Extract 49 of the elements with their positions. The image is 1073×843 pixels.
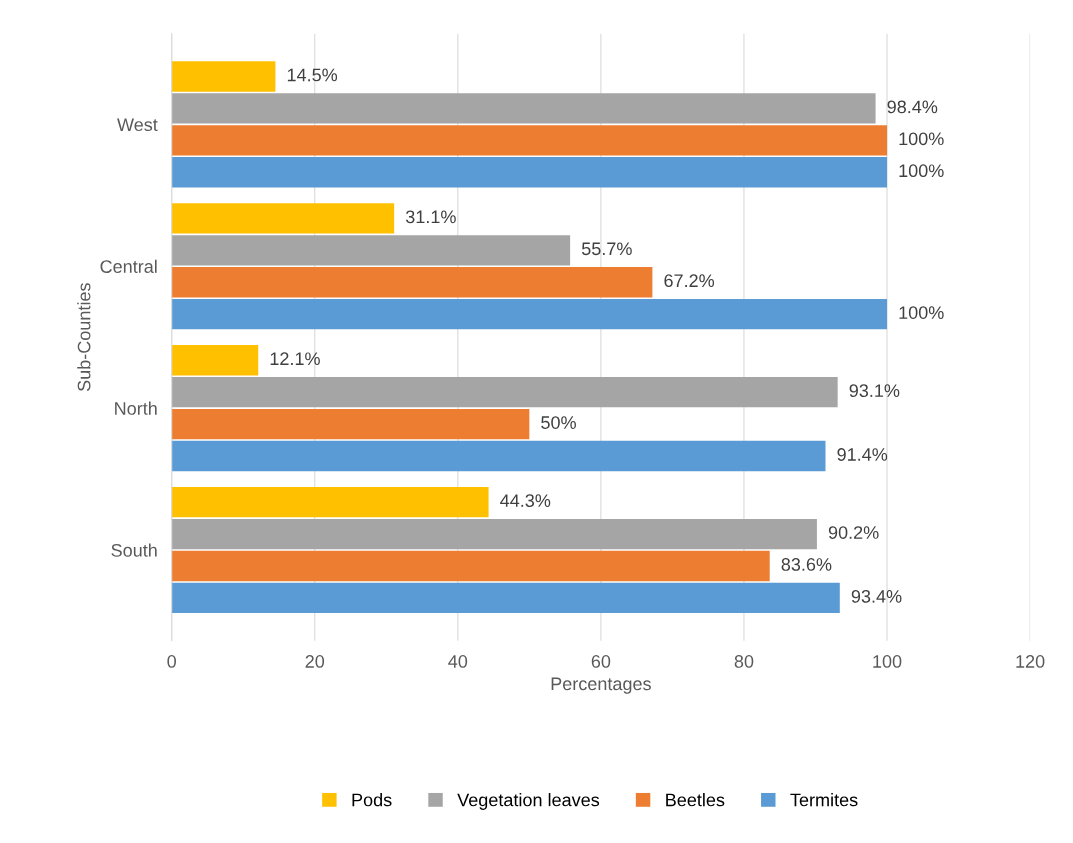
data-label: 83.6% [781,558,832,571]
data-label: 44.3% [500,494,551,507]
data-label: 50% [541,416,576,429]
legend-label: Vegetation leaves [457,793,600,810]
bar [171,377,838,408]
data-label: 100% [899,132,944,146]
x-tick-label: 0 [167,655,176,668]
x-tick-label: 20 [305,655,325,668]
bar [171,61,276,92]
y-axis-title: Sub-Counties [77,283,91,392]
bar [171,267,653,298]
bar [171,125,888,156]
data-label: 12.1% [270,352,320,366]
bar [171,203,395,234]
bar [171,298,888,330]
data-label: 67.2% [664,274,715,288]
legend-label: Pods [352,793,392,807]
y-tick-label: South [111,543,157,557]
legend-label: Beetles [666,793,725,807]
bar [171,345,259,376]
x-tick-label: 100 [873,655,902,668]
bar [171,235,571,266]
bar [171,440,826,472]
legend-label: Termites [790,793,858,807]
bar [171,408,530,440]
data-label: 93.1% [849,384,900,398]
bar [171,582,840,614]
x-tick-label: 60 [591,655,611,668]
data-label: 90.2% [828,526,879,539]
data-label: 93.4% [851,589,902,603]
x-axis-title: Percentages [551,677,651,694]
data-label: 100% [899,306,944,319]
bar [171,486,489,518]
data-label: 100% [899,164,944,178]
y-tick-label: Central [100,259,157,273]
data-label: 98.4% [887,100,938,114]
y-tick-label: North [115,401,157,415]
data-label: 91.4% [837,448,888,461]
x-tick-label: 80 [734,655,754,668]
bar [171,550,770,582]
bar [171,518,817,550]
data-label: 31.1% [405,210,456,224]
data-label: 14.5% [287,68,338,82]
x-tick-label: 40 [448,655,468,668]
bar [171,93,876,124]
y-tick-label: West [117,118,158,132]
x-tick-label: 120 [1016,655,1045,668]
bar [171,157,888,188]
data-label: 55.7% [581,242,632,256]
